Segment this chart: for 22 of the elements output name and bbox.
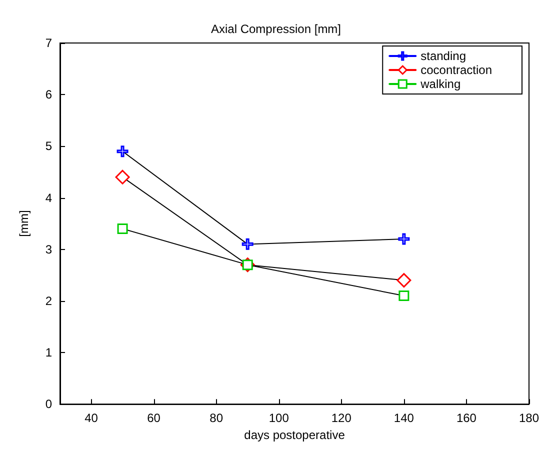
x-tick-label: 120	[331, 411, 352, 426]
y-tick-label: 1	[45, 346, 52, 360]
y-tick-label: 7	[45, 36, 52, 50]
x-tick-label: 100	[268, 411, 290, 426]
legend-label: standing	[420, 49, 466, 63]
y-tick-label: 4	[45, 190, 52, 205]
chart-title: Axial Compression [mm]	[210, 22, 342, 36]
y-tick-label: 2	[45, 294, 52, 308]
legend-label: cocontraction	[420, 63, 492, 77]
x-tick-label: 40	[84, 411, 98, 426]
x-tick-label: 160	[456, 411, 477, 426]
x-tick-label: 60	[147, 411, 161, 426]
legend-label: walking	[420, 77, 461, 91]
y-axis-title: [mm]	[17, 210, 31, 237]
y-tick-label: 5	[45, 139, 52, 154]
y-tick-label: 3	[45, 242, 52, 256]
y-tick-label: 6	[45, 88, 52, 102]
x-tick-label: 180	[518, 411, 540, 426]
x-tick-label: 80	[210, 411, 224, 426]
y-tick-label: 0	[45, 397, 52, 412]
x-axis-title: days postoperative	[244, 428, 346, 442]
x-tick-label: 140	[394, 411, 414, 426]
